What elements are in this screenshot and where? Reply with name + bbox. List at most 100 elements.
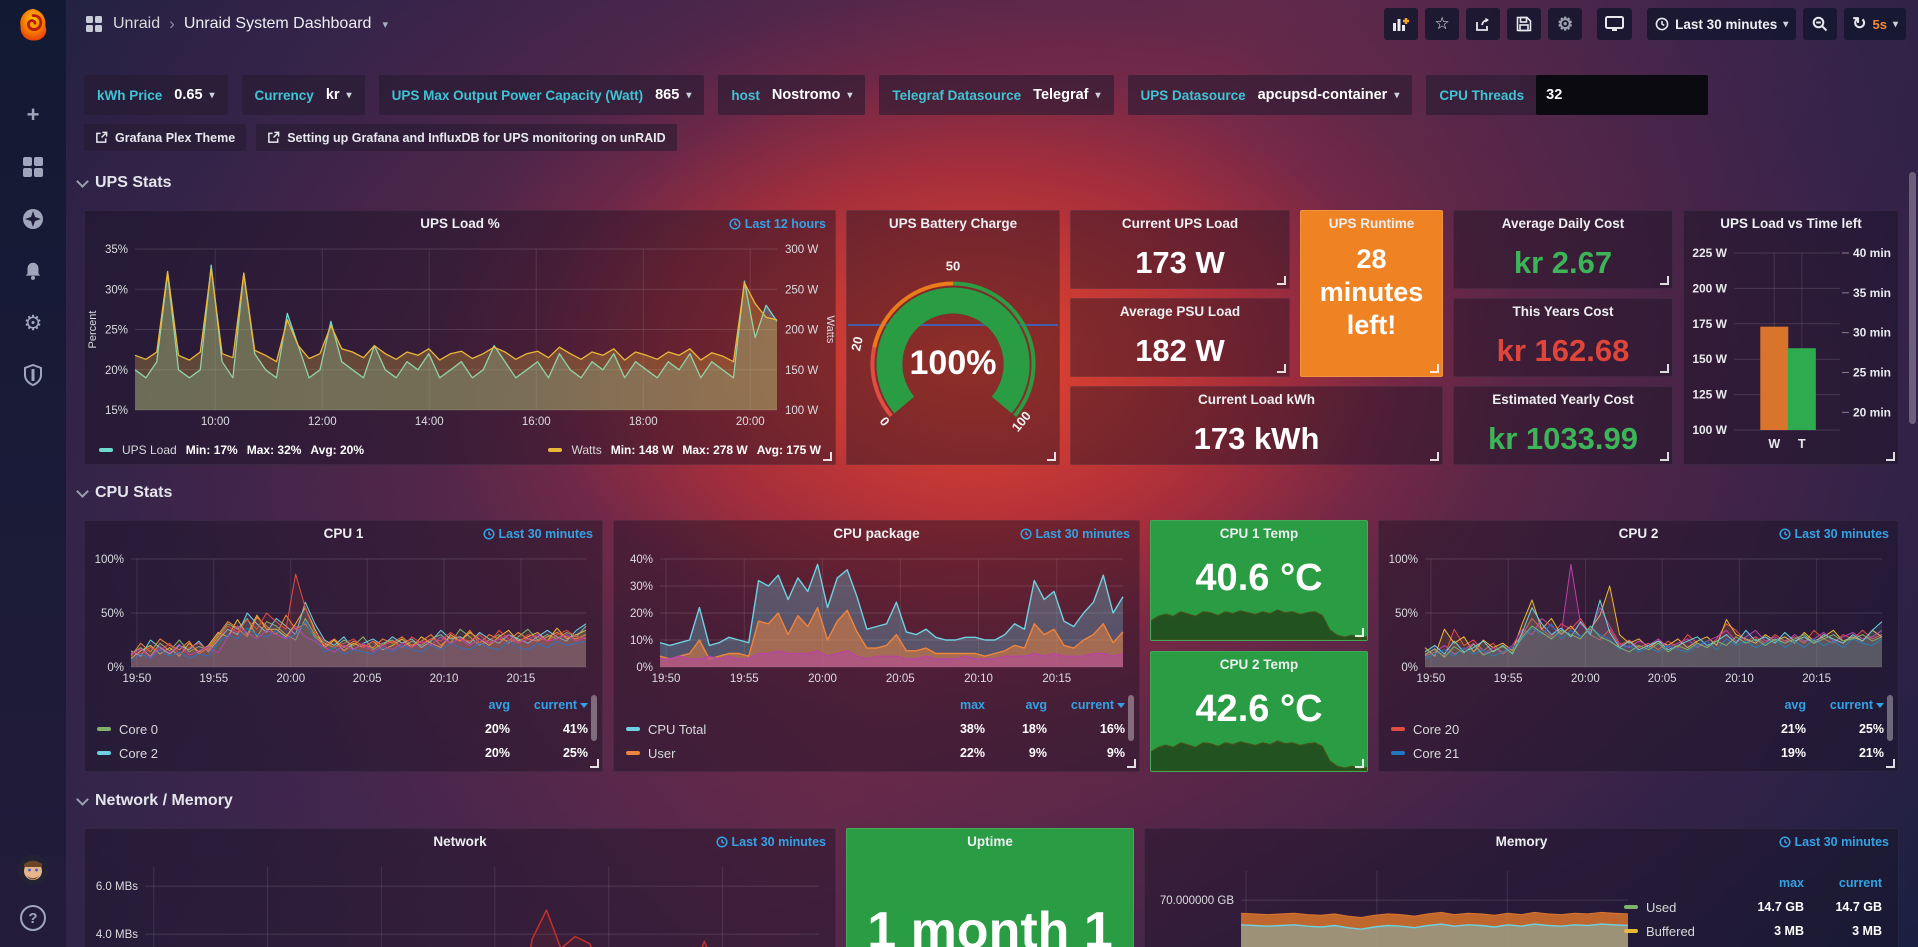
dashboards-icon[interactable]	[20, 154, 46, 180]
section-network-memory[interactable]: Network / Memory	[76, 792, 233, 810]
save-dashboard-button[interactable]	[1507, 8, 1542, 40]
variable-currency[interactable]: Currency kr ▾	[241, 75, 365, 115]
series-color-swatch	[97, 751, 111, 755]
legend-series-name[interactable]: Used	[1646, 899, 1677, 915]
variable-kwh-price[interactable]: kWh Price 0.65 ▾	[84, 75, 228, 115]
share-dashboard-button[interactable]	[1466, 8, 1501, 40]
star-dashboard-button[interactable]: ☆	[1425, 8, 1460, 40]
variable-value[interactable]: 865 ▾	[655, 87, 692, 103]
panel-title[interactable]: Estimated Yearly Cost	[1492, 392, 1634, 407]
legend-series-name[interactable]: Core 21	[1413, 745, 1460, 761]
server-admin-shield-icon[interactable]	[20, 362, 46, 388]
legend-col-current[interactable]: current	[1838, 876, 1882, 890]
panel-title[interactable]: UPS Load %	[420, 216, 500, 231]
panel-time-range[interactable]: Last 30 minutes	[715, 835, 826, 849]
legend-col-current[interactable]: current	[510, 698, 588, 712]
panel-title[interactable]: CPU 1 Temp	[1219, 526, 1299, 541]
variable-host[interactable]: host Nostromo ▾	[718, 75, 866, 115]
legend-col-max[interactable]: max	[1778, 876, 1804, 890]
legend-col-current[interactable]: current	[1047, 698, 1125, 712]
panel-title[interactable]: Memory	[1495, 834, 1548, 849]
panel-time-range[interactable]: Last 30 minutes	[1778, 835, 1889, 849]
cpu1-chart[interactable]: 19:50 19:55 20:00 20:05 20:10 20:15 0% 50% 100%	[85, 547, 602, 689]
section-ups-stats[interactable]: UPS Stats	[76, 174, 171, 192]
panel-title[interactable]: Current UPS Load	[1121, 216, 1239, 231]
panel-title[interactable]: UPS Load vs Time left	[1720, 216, 1862, 231]
panel-title[interactable]: CPU package	[833, 526, 920, 541]
legend-series-name[interactable]: CPU Total	[648, 721, 707, 737]
legend-scrollbar[interactable]	[1887, 695, 1893, 741]
link-grafana-plex-theme[interactable]: Grafana Plex Theme	[84, 124, 247, 151]
cpu2-chart[interactable]: 19:50 19:55 20:00 20:05 20:10 20:15 0% 50% 100%	[1379, 547, 1898, 689]
panel-title[interactable]: CPU 1	[323, 526, 364, 541]
variable-label: host	[731, 87, 760, 103]
section-cpu-stats[interactable]: CPU Stats	[76, 484, 172, 502]
legend-series-name[interactable]: Core 2	[119, 745, 159, 761]
legend-min: Min: 148 W	[610, 443, 674, 457]
legend-col-current[interactable]: current	[1806, 698, 1884, 712]
legend-series-name[interactable]: Core 20	[1413, 721, 1460, 737]
legend-scrollbar[interactable]	[591, 695, 597, 741]
cycle-view-monitor-button[interactable]	[1597, 8, 1633, 40]
settings-gear-button[interactable]: ⚙	[1548, 8, 1583, 40]
panel-title[interactable]: CPU 2	[1618, 526, 1659, 541]
legend-col-max[interactable]: max	[959, 698, 985, 712]
explore-icon[interactable]	[20, 206, 46, 232]
panel-title[interactable]: This Years Cost	[1512, 304, 1614, 319]
cpu-package-chart[interactable]: 19:50 19:55 20:00 20:05 20:10 20:15 0% 10% 20% 30…	[614, 547, 1139, 689]
panel-time-range[interactable]: Last 30 minutes	[1778, 527, 1889, 541]
variable-value[interactable]: Telegraf ▾	[1033, 87, 1101, 103]
refresh-button[interactable]: ↻ 5s ▾	[1844, 8, 1906, 40]
variable-value[interactable]: Nostromo ▾	[771, 87, 853, 103]
panel-title[interactable]: Average Daily Cost	[1501, 216, 1625, 231]
variable-ups-datasource[interactable]: UPS Datasource apcupsd-container ▾	[1127, 75, 1413, 115]
create-icon[interactable]: +	[26, 102, 40, 127]
legend-col-avg[interactable]: avg	[1784, 698, 1806, 712]
variable-value[interactable]: kr ▾	[325, 87, 352, 103]
panel-time-range[interactable]: Last 30 minutes	[1019, 527, 1130, 541]
dashboard-caret-icon[interactable]: ▾	[382, 18, 388, 31]
variable-ups-max-power[interactable]: UPS Max Output Power Capacity (Watt) 865…	[378, 75, 705, 115]
grafana-logo[interactable]	[14, 6, 52, 44]
user-avatar[interactable]	[18, 855, 48, 885]
refresh-interval[interactable]: 5s	[1872, 16, 1887, 32]
panel-title[interactable]: Current Load kWh	[1198, 392, 1315, 407]
panel-title[interactable]: CPU 2 Temp	[1219, 657, 1299, 672]
ups-load-chart[interactable]: 10:00 12:00 14:00 16:00 18:00 20:00 15% 20% 25% 3…	[85, 237, 836, 434]
load-vs-time-bar-chart[interactable]: 100 W 125 W 150 W 175 W 200 W 225 W 20 min 25 m…	[1684, 237, 1898, 464]
legend-scrollbar[interactable]	[1128, 695, 1134, 741]
link-ups-monitoring-guide[interactable]: Setting up Grafana and InfluxDB for UPS …	[256, 124, 677, 151]
svg-text:25 min: 25 min	[1853, 365, 1891, 379]
cpu-threads-input[interactable]	[1536, 75, 1709, 115]
legend-col-avg[interactable]: avg	[488, 698, 510, 712]
zoom-out-button[interactable]	[1803, 8, 1838, 40]
help-icon[interactable]: ?	[20, 905, 46, 931]
panel-time-range[interactable]: Last 12 hours	[729, 217, 826, 231]
time-range-picker[interactable]: Last 30 minutes ▾	[1647, 8, 1797, 40]
panel-title[interactable]: Average PSU Load	[1119, 304, 1241, 319]
breadcrumb-dashboard-title[interactable]: Unraid System Dashboard	[183, 15, 372, 32]
variable-value[interactable]: apcupsd-container ▾	[1257, 87, 1400, 103]
panel-title[interactable]: Uptime	[967, 834, 1013, 849]
battery-gauge[interactable]: 0 20 50 100 100%	[847, 237, 1059, 464]
panel-title[interactable]: UPS Battery Charge	[888, 216, 1018, 231]
breadcrumb-folder[interactable]: Unraid	[113, 15, 161, 32]
add-panel-button[interactable]	[1384, 8, 1419, 40]
apps-grid-icon[interactable]	[84, 14, 104, 34]
alerting-bell-icon[interactable]	[20, 258, 46, 284]
panel-title[interactable]: Network	[433, 834, 487, 849]
legend-series-name[interactable]: User	[648, 745, 676, 761]
legend-series-name[interactable]: Watts	[571, 443, 602, 457]
variable-value[interactable]: 0.65 ▾	[174, 87, 215, 103]
variable-telegraf-datasource[interactable]: Telegraf Datasource Telegraf ▾	[879, 75, 1114, 115]
legend-series-name[interactable]: Buffered	[1646, 923, 1695, 939]
configuration-gear-icon[interactable]: ⚙	[23, 311, 43, 335]
legend-col-avg[interactable]: avg	[1025, 698, 1047, 712]
page-scrollbar-thumb[interactable]	[1909, 172, 1916, 424]
legend-series-name[interactable]: UPS Load	[122, 443, 177, 457]
panel-time-range[interactable]: Last 30 minutes	[482, 527, 593, 541]
panel-title[interactable]: UPS Runtime	[1328, 216, 1415, 231]
legend-series-name[interactable]: Core 0	[119, 721, 159, 737]
